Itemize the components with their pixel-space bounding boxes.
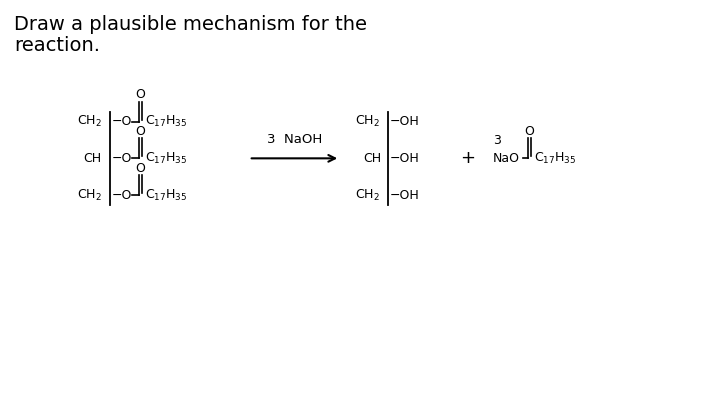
Text: O: O <box>524 125 534 138</box>
Text: CH$_2$: CH$_2$ <box>77 114 102 129</box>
Text: CH: CH <box>84 152 102 165</box>
Text: O: O <box>135 125 145 138</box>
Text: −OH: −OH <box>390 152 420 165</box>
Text: CH$_2$: CH$_2$ <box>77 188 102 203</box>
Text: reaction.: reaction. <box>14 36 100 55</box>
Text: NaO: NaO <box>493 152 520 165</box>
Text: CH$_2$: CH$_2$ <box>355 114 380 129</box>
Text: −O: −O <box>112 189 132 202</box>
Text: −O: −O <box>112 152 132 165</box>
Text: C$_{17}$H$_{35}$: C$_{17}$H$_{35}$ <box>145 114 188 129</box>
Text: CH: CH <box>364 152 382 165</box>
Text: 3: 3 <box>493 134 501 147</box>
Text: −O: −O <box>112 115 132 128</box>
Text: Draw a plausible mechanism for the: Draw a plausible mechanism for the <box>14 16 367 34</box>
Text: +: + <box>460 149 474 167</box>
Text: C$_{17}$H$_{35}$: C$_{17}$H$_{35}$ <box>534 151 576 166</box>
Text: −OH: −OH <box>390 115 420 128</box>
Text: O: O <box>135 88 145 101</box>
Text: CH$_2$: CH$_2$ <box>355 188 380 203</box>
Text: 3  NaOH: 3 NaOH <box>267 133 322 146</box>
Text: −OH: −OH <box>390 189 420 202</box>
Text: O: O <box>135 162 145 175</box>
Text: C$_{17}$H$_{35}$: C$_{17}$H$_{35}$ <box>145 151 188 166</box>
Text: C$_{17}$H$_{35}$: C$_{17}$H$_{35}$ <box>145 188 188 203</box>
